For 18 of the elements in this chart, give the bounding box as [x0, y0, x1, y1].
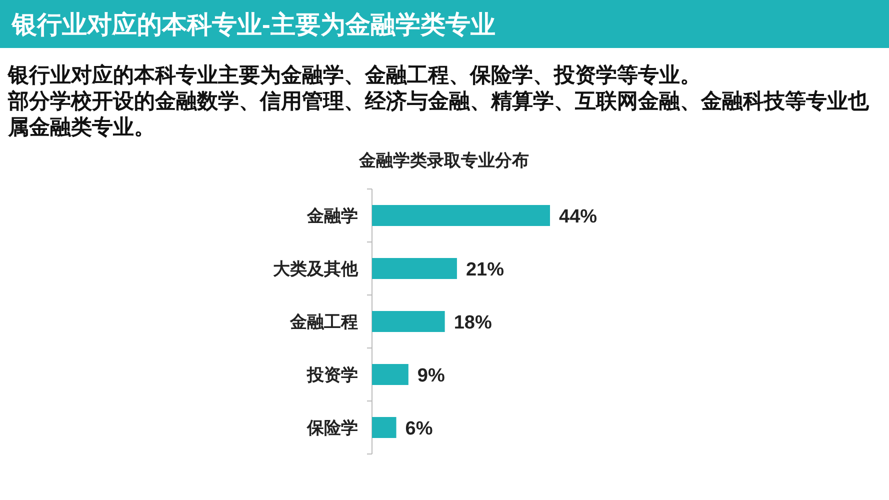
- bar: [372, 311, 445, 332]
- y-tick-label: 金融学: [306, 206, 358, 226]
- data-label: 9%: [417, 366, 445, 386]
- bar: [372, 205, 550, 226]
- y-tick-label: 金融工程: [289, 312, 358, 332]
- data-label: 44%: [559, 206, 598, 228]
- bar: [372, 258, 457, 279]
- y-tick-label: 保险学: [306, 418, 358, 438]
- y-tick-label: 投资学: [306, 366, 358, 384]
- chart-subtitle: 金融学类录取专业分布: [358, 151, 529, 170]
- data-label: 21%: [466, 260, 504, 280]
- bar: [372, 417, 396, 438]
- header: 银行业对应的本科专业-主要为金融学类专业: [0, 0, 889, 48]
- y-tick-label: 大类及其他: [273, 260, 359, 278]
- bar: [372, 364, 408, 385]
- data-label: 18%: [454, 312, 492, 334]
- data-label: 6%: [405, 418, 433, 440]
- chart-title: 银行业对应的本科专业-主要为金融学类专业: [11, 11, 496, 39]
